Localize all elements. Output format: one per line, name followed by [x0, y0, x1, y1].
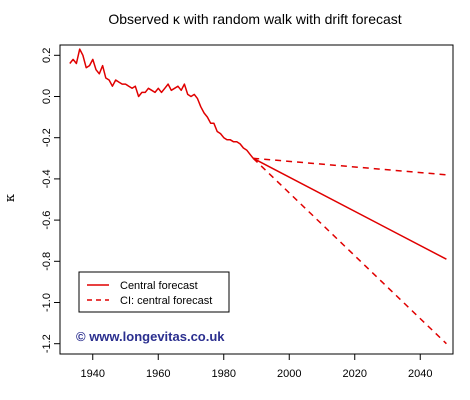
ci-lower-line	[252, 157, 447, 345]
x-tick-label: 1960	[146, 368, 170, 380]
y-tick-label: -1.0	[41, 293, 53, 312]
x-tick-label: 2040	[408, 368, 432, 380]
observed-kappa-line	[69, 48, 254, 159]
x-tick-label: 1940	[81, 368, 105, 380]
y-tick-label: -1.2	[41, 334, 53, 353]
y-tick-label: -0.2	[41, 128, 53, 147]
y-tick-label: -0.8	[41, 252, 53, 271]
y-tick-label: 0.2	[41, 48, 53, 63]
x-tick-label: 1980	[212, 368, 236, 380]
central-forecast-line	[252, 157, 447, 260]
watermark-text: © www.longevitas.co.uk	[76, 329, 225, 344]
ci-upper-line	[253, 157, 447, 176]
legend: Central forecast CI: central forecast	[78, 271, 230, 313]
y-tick-label: 0.0	[41, 89, 53, 104]
series-lines	[69, 48, 447, 345]
plot-frame	[59, 44, 454, 355]
axes: 1940 1960 1980 2000 2020 2040 0.2 0.0 -0.2 -0.4 -0…	[41, 48, 432, 380]
chart-title: Observed κ with random walk with drift f…	[108, 11, 401, 27]
legend-label-ci: CI: central forecast	[120, 295, 212, 307]
legend-box	[78, 271, 230, 313]
y-axis-label: κ	[3, 194, 18, 202]
x-tick-label: 2000	[277, 368, 301, 380]
legend-label-central: Central forecast	[120, 280, 198, 292]
y-tick-label: -0.6	[41, 211, 53, 230]
x-tick-label: 2020	[343, 368, 367, 380]
y-tick-label: -0.4	[41, 169, 53, 188]
